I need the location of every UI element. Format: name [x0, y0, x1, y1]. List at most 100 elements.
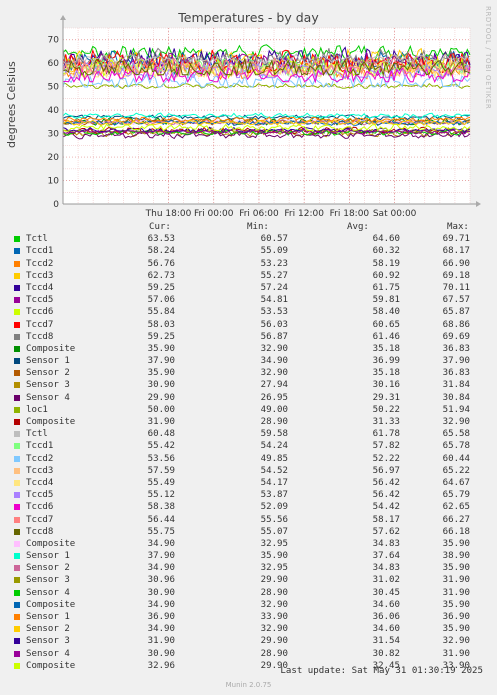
legend-series-name: Sensor 1: [26, 551, 70, 562]
legend-max: 65.87: [442, 307, 470, 318]
legend-row: Tccd1 58.24 55.09 60.32 68.17: [0, 245, 497, 257]
legend-cur: 56.44: [147, 514, 175, 525]
legend-row: Tccd3 62.73 55.27 60.92 69.18: [0, 270, 497, 282]
legend-swatch: [14, 431, 20, 438]
y-tick-label: 70: [48, 36, 60, 46]
legend-swatch: [14, 248, 20, 255]
legend-cur: 34.90: [147, 563, 175, 574]
legend-series-name: Tccd1: [26, 246, 54, 257]
legend-min: 32.95: [260, 538, 288, 549]
series-line: [62, 112, 471, 119]
x-tick-label: Fri 06:00: [239, 209, 279, 219]
legend-min: 49.85: [260, 453, 288, 464]
series-line: [62, 53, 471, 66]
legend-max: 64.67: [442, 477, 470, 488]
legend-max: 51.94: [442, 404, 470, 415]
y-tick-label: 50: [48, 83, 60, 93]
x-axis-arrow: [476, 201, 481, 207]
series-line: [62, 119, 471, 127]
header-avg: Avg:: [347, 222, 369, 232]
legend-max: 60.44: [442, 453, 470, 464]
legend-cur: 63.53: [147, 234, 175, 245]
legend-row: Tccd4 59.25 57.24 61.75 70.11: [0, 282, 497, 294]
legend-row: Tccd4 55.49 54.17 56.42 64.67: [0, 477, 497, 489]
legend-max: 38.90: [442, 551, 470, 562]
legend-min: 32.95: [260, 563, 288, 574]
legend-swatch: [14, 370, 20, 377]
legend-swatch: [14, 297, 20, 304]
legend-series-name: Sensor 2: [26, 624, 70, 635]
legend-row: Sensor 2 34.90 32.95 34.83 35.90: [0, 562, 497, 574]
legend-cur: 55.12: [147, 490, 175, 501]
legend-avg: 59.81: [372, 295, 400, 306]
legend-cur: 59.25: [147, 331, 175, 342]
legend-series-name: Tccd4: [26, 282, 54, 293]
legend-row: Sensor 3 31.90 29.90 31.54 32.90: [0, 635, 497, 647]
legend-row: Tccd5 57.06 54.81 59.81 67.57: [0, 294, 497, 306]
legend-cur: 31.90: [147, 417, 175, 427]
legend-series-name: Composite: [26, 538, 76, 549]
legend-avg: 57.82: [372, 441, 400, 452]
legend-row: Composite 31.90 28.90 31.33 32.90: [0, 416, 497, 428]
legend-max: 69.18: [442, 270, 470, 281]
legend-min: 54.81: [260, 295, 288, 306]
legend-min: 57.24: [260, 282, 288, 293]
last-update: Last update: Sat May 31 01:30:19 2025: [280, 666, 483, 676]
legend-swatch: [14, 333, 20, 340]
y-tick-label: 60: [48, 59, 60, 69]
legend-min: 27.94: [260, 380, 288, 391]
legend-cur: 35.90: [147, 368, 175, 379]
y-tick-label: 0: [53, 200, 59, 210]
legend-cur: 55.49: [147, 477, 175, 488]
legend-swatch: [14, 358, 20, 365]
legend-max: 70.11: [442, 282, 470, 293]
legend-row: Sensor 1 36.90 33.90 36.06 36.90: [0, 611, 497, 623]
legend-avg: 32.45: [372, 660, 400, 671]
legend-cur: 34.90: [147, 538, 175, 549]
legend-cur: 62.73: [147, 270, 175, 281]
legend-cur: 56.76: [147, 258, 175, 269]
legend-avg: 30.82: [372, 648, 400, 659]
legend-cur: 60.48: [147, 429, 175, 440]
legend-max: 31.90: [442, 575, 470, 586]
legend-avg: 36.06: [372, 612, 400, 622]
y-tick-label: 20: [48, 153, 60, 163]
series-line: [62, 58, 471, 77]
legend-cur: 34.90: [147, 624, 175, 635]
legend-series-name: Tctl: [26, 234, 48, 245]
legend-swatch: [14, 638, 20, 645]
legend-cur: 57.59: [147, 465, 175, 476]
legend-min: 53.23: [260, 258, 288, 269]
legend-series-name: Tccd8: [26, 526, 54, 537]
legend-max: 31.90: [442, 587, 470, 598]
legend-cur: 55.42: [147, 441, 175, 452]
x-tick-label: Sat 00:00: [373, 209, 417, 219]
chart-title: Temperatures - by day: [178, 10, 319, 25]
legend-series-name: Sensor 1: [26, 356, 70, 367]
legend-row: Sensor 4 30.90 28.90 30.45 31.90: [0, 587, 497, 599]
legend-avg: 34.60: [372, 599, 400, 610]
legend-min: 33.90: [260, 612, 288, 622]
legend-series-name: Sensor 3: [26, 636, 70, 647]
legend-series-name: Sensor 3: [26, 575, 70, 586]
legend-swatch: [14, 467, 20, 474]
legend-row: Sensor 1 37.90 35.90 37.64 38.90: [0, 550, 497, 562]
x-tick-label: Fri 18:00: [330, 209, 370, 219]
legend-table: Cur: Min: Avg: Max: Tctl 63.53 60.57 64.60 6…: [0, 221, 497, 672]
legend-avg: 61.75: [372, 282, 400, 293]
legend-avg: 35.18: [372, 368, 400, 379]
legend-min: 32.90: [260, 343, 288, 354]
legend-max: 65.58: [442, 429, 470, 440]
legend-max: 65.22: [442, 465, 470, 476]
legend-max: 68.17: [442, 246, 470, 257]
legend-cur: 35.90: [147, 343, 175, 354]
x-tick-label: Fri 12:00: [284, 209, 324, 219]
legend-min: 60.57: [260, 234, 288, 245]
legend-max: 65.79: [442, 490, 470, 501]
legend-avg: 50.22: [372, 404, 400, 415]
legend-row: Composite 34.90 32.95 34.83 35.90: [0, 538, 497, 550]
legend-swatch: [14, 504, 20, 511]
legend-series-name: Sensor 4: [26, 392, 70, 403]
legend-swatch: [14, 309, 20, 316]
rrdtool-watermark: RRDTOOL / TOBI OETIKER: [484, 6, 492, 110]
